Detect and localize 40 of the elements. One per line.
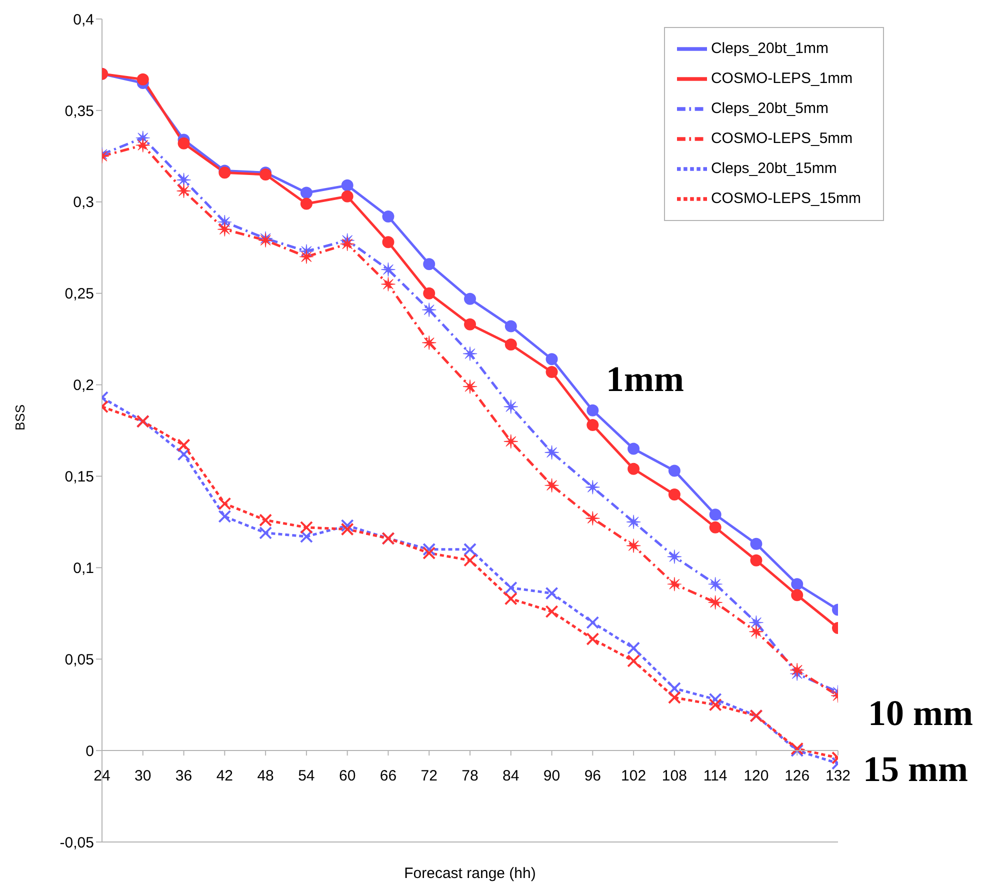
x-tick-label: 72 [420, 768, 438, 785]
legend-label: COSMO-LEPS_5mm [710, 130, 853, 148]
x-tick-label: 126 [784, 768, 810, 785]
x-tick-label: 54 [298, 768, 315, 785]
x-tick-label: 30 [134, 768, 152, 785]
x-tick-label: 78 [462, 768, 478, 785]
y-tick-label: 0,05 [64, 651, 94, 668]
y-tick-label: 0,15 [64, 468, 94, 486]
y-tick-label: 0,2 [73, 377, 94, 394]
x-tick-label: 96 [584, 768, 602, 785]
y-tick-label: 0,4 [73, 11, 94, 28]
x-tick-label: 42 [216, 768, 234, 785]
y-tick-label: -0,05 [60, 834, 94, 852]
x-axis-title: Forecast range (hh) [404, 865, 536, 882]
annotation: 1mm [606, 358, 684, 400]
x-tick-label: 48 [257, 768, 274, 785]
legend-label: COSMO-LEPS_15mm [710, 190, 861, 208]
x-tick-label: 114 [703, 768, 728, 785]
legend-label: Cleps_20bt_1mm [710, 40, 829, 58]
legend-label: COSMO-LEPS_1mm [710, 70, 853, 88]
text: 10 mm [868, 692, 973, 734]
x-tick-label: 84 [502, 768, 520, 785]
y-tick-label: 0,35 [64, 102, 94, 120]
x-tick-label: 108 [662, 768, 687, 785]
x-tick-label: 66 [380, 768, 397, 785]
legend-label: Cleps_20bt_5mm [710, 100, 829, 118]
text: 15 mm [863, 748, 968, 790]
x-tick-label: 90 [543, 768, 560, 785]
y-tick-label: 0,3 [73, 194, 94, 212]
y-tick-label: 0,1 [73, 560, 94, 577]
y-tick-label: 0 [86, 742, 94, 760]
x-tick-label: 60 [338, 768, 356, 785]
y-tick-label: 0,25 [64, 286, 94, 303]
x-tick-label: 132 [825, 768, 851, 785]
legend-label: Cleps_20bt_15mm [710, 160, 837, 178]
x-tick-label: 120 [744, 768, 769, 785]
x-tick-label: 24 [94, 768, 110, 785]
x-tick-label: 36 [175, 768, 192, 785]
x-tick-label: 102 [621, 768, 646, 785]
y-axis-title: BSS [12, 404, 28, 430]
